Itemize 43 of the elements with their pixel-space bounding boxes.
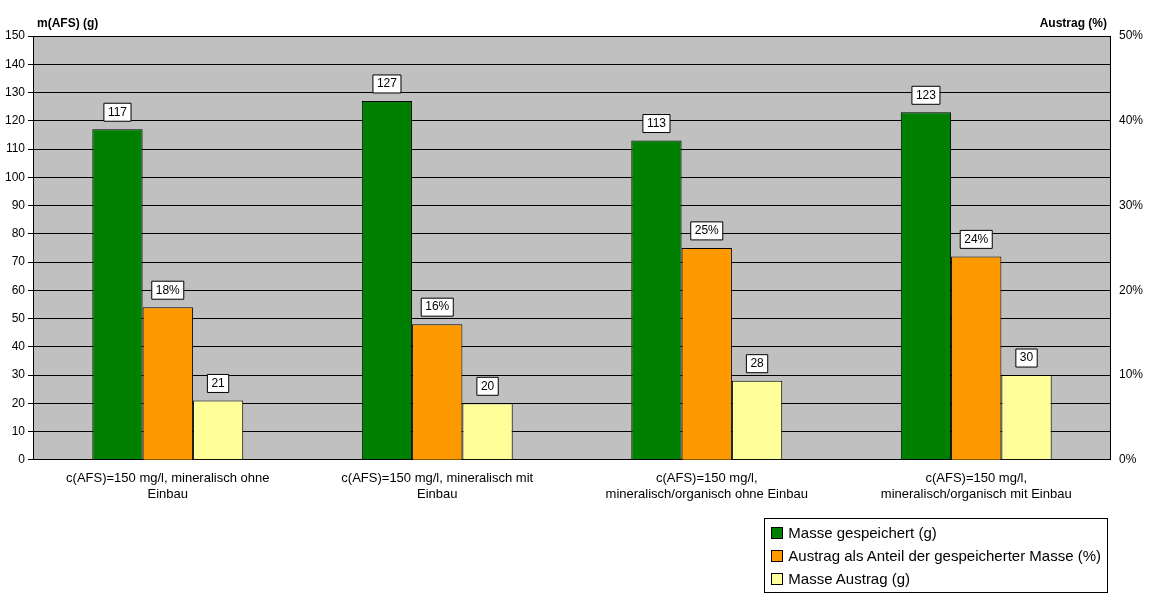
y-tick-label: 80: [11, 226, 26, 241]
data-label: 28: [750, 356, 765, 370]
y-tick-label: 40: [11, 339, 26, 354]
data-label: 117: [107, 104, 128, 119]
data-label: 30: [1019, 350, 1034, 365]
data-label: 20: [480, 378, 495, 393]
y-tick-label: 30: [11, 367, 26, 382]
y-tick-label: 70: [11, 254, 26, 269]
y-tick-label: 50: [11, 310, 26, 325]
y-tick-label: 20: [11, 395, 26, 410]
x-tick-label: c(AFS)=150 mg/l, mineralisch/organisch ohne Einbau: [605, 470, 808, 501]
legend-label: Masse gespeichert (g): [788, 523, 937, 543]
data-label: 113: [646, 115, 667, 130]
y2-tick-label: 30%: [1118, 197, 1144, 212]
data-label: 123: [915, 87, 937, 102]
legend-label: Austrag als Anteil der gespeicherter Masse (%): [788, 546, 1101, 566]
legend-label: Masse Austrag (g): [788, 569, 911, 589]
data-label: 16%: [425, 299, 450, 314]
y-tick-label: 120: [4, 113, 26, 128]
y2-tick-label: 40%: [1118, 113, 1144, 128]
y2-tick-label: 10%: [1118, 367, 1144, 382]
y-tick-label: 100: [4, 169, 26, 184]
data-label: 21: [211, 375, 226, 390]
y2-axis-title: Austrag (%): [1039, 16, 1107, 31]
y-tick-label: 150: [4, 28, 26, 43]
x-tick-label: c(AFS)=150 mg/l, mineralisch mit Einbau: [341, 470, 534, 501]
y-tick-label: 0: [18, 452, 26, 467]
y2-tick-label: 50%: [1118, 28, 1144, 43]
x-tick-label: c(AFS)=150 mg/l, mineralisch ohne Einbau: [66, 470, 270, 501]
y2-tick-label: 20%: [1118, 282, 1144, 297]
data-label: 24%: [964, 231, 989, 246]
data-label: 127: [376, 76, 398, 91]
x-tick-label: c(AFS)=150 mg/l, mineralisch/organisch mit Einbau: [880, 470, 1072, 501]
data-label: 18%: [155, 282, 181, 297]
data-label: 25%: [694, 223, 720, 238]
y2-tick-label: 0%: [1118, 452, 1137, 467]
y-tick-label: 140: [4, 56, 26, 71]
y-tick-label: 130: [4, 84, 26, 99]
y-axis-title: m(AFS) (g): [37, 16, 99, 31]
y-tick-label: 60: [11, 282, 26, 297]
y-tick-label: 90: [11, 197, 26, 212]
y-tick-label: 110: [5, 141, 26, 156]
y-tick-label: 10: [11, 423, 26, 438]
